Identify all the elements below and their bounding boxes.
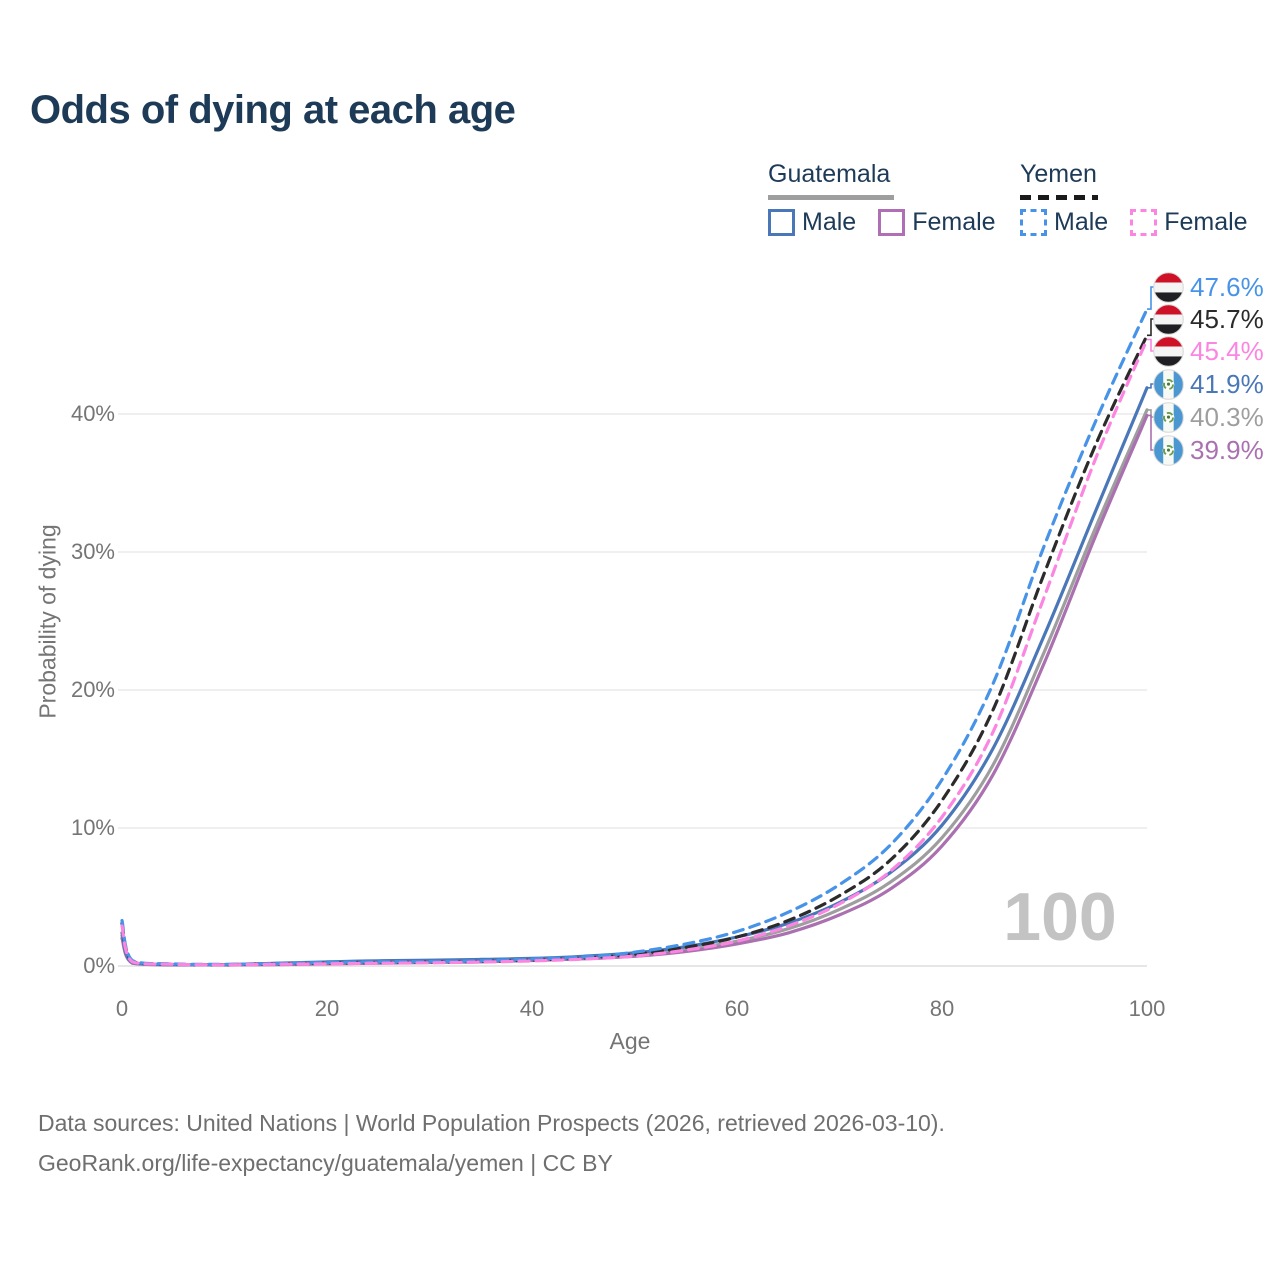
- end-label-value: 41.9%: [1190, 368, 1264, 399]
- guatemala-flag-icon: [1153, 434, 1184, 466]
- series-line-yemen-combined[interactable]: [120, 333, 1149, 967]
- y-tick-label: 0%: [83, 953, 115, 978]
- end-label-connector: [1147, 318, 1155, 337]
- yemen-flag-icon: [1153, 335, 1184, 367]
- legend-item-label: Male: [802, 208, 857, 236]
- x-tick-label: 60: [724, 996, 750, 1021]
- x-axis-title: Age: [609, 1028, 651, 1054]
- end-label-connector: [1147, 414, 1155, 451]
- x-tick-label: 100: [1128, 996, 1166, 1021]
- end-label-guatemala-combined[interactable]: 40.3%: [1153, 401, 1264, 433]
- end-label-connector: [1147, 338, 1155, 352]
- guatemala-flag-icon: [1153, 401, 1184, 433]
- legend-group-yemen: Yemen Male Female: [1020, 160, 1248, 237]
- age-counter: 100: [1003, 879, 1117, 955]
- legend-group-guatemala: Guatemala Male Female: [768, 160, 996, 237]
- legend-item-yemen-male[interactable]: Male: [1020, 208, 1108, 237]
- x-tick-label: 40: [519, 996, 545, 1021]
- y-tick-label: 20%: [70, 677, 115, 702]
- end-label-yemen-female[interactable]: 45.4%: [1153, 335, 1264, 367]
- y-tick-label: 40%: [70, 401, 115, 426]
- legend-item-guatemala-male[interactable]: Male: [768, 208, 856, 237]
- legend-country-yemen[interactable]: Yemen: [1020, 160, 1097, 188]
- x-tick-label: 80: [929, 996, 955, 1021]
- guatemala-flag-icon: [1153, 368, 1184, 400]
- legend-swatch: [878, 209, 906, 236]
- footer-sources: Data sources: United Nations | World Pop…: [38, 1110, 945, 1136]
- yemen-flag-icon: [1153, 271, 1184, 303]
- end-label-value: 40.3%: [1190, 401, 1264, 432]
- end-label-value: 39.9%: [1190, 434, 1264, 465]
- legend-item-guatemala-female[interactable]: Female: [878, 208, 996, 237]
- series-line-yemen-male[interactable]: [120, 307, 1149, 967]
- end-label-connector: [1147, 286, 1155, 310]
- legend-item-yemen-female[interactable]: Female: [1130, 208, 1248, 237]
- x-tick-label: 0: [115, 996, 129, 1021]
- x-tick-label: 20: [314, 996, 340, 1021]
- legend-swatch: [1130, 209, 1158, 236]
- end-label-value: 45.7%: [1190, 303, 1264, 334]
- y-tick-label: 30%: [70, 539, 115, 564]
- legend-linestyle-sample: [1020, 195, 1098, 200]
- y-tick-label: 10%: [70, 815, 115, 840]
- end-label-guatemala-male[interactable]: 41.9%: [1153, 368, 1264, 400]
- footer-attribution: GeoRank.org/life-expectancy/guatemala/ye…: [38, 1150, 613, 1176]
- legend-country-guatemala[interactable]: Guatemala: [768, 160, 891, 188]
- end-label-value: 45.4%: [1190, 335, 1264, 366]
- legend-linestyle-sample: [768, 195, 894, 200]
- series-line-yemen-female[interactable]: [120, 337, 1149, 967]
- end-label-connector: [1147, 383, 1155, 389]
- end-label-value: 47.6%: [1190, 271, 1264, 302]
- legend-swatch: [768, 209, 795, 236]
- yemen-flag-icon: [1153, 303, 1184, 335]
- legend-swatch: [1020, 209, 1047, 236]
- end-label-guatemala-female[interactable]: 39.9%: [1153, 434, 1264, 466]
- chart-title: Odds of dying at each age: [30, 88, 516, 132]
- legend-item-label: Male: [1054, 208, 1109, 236]
- end-label-yemen-male[interactable]: 47.6%: [1153, 271, 1264, 303]
- legend-item-label: Female: [912, 208, 996, 236]
- legend-item-label: Female: [1164, 208, 1248, 236]
- end-label-connector: [1147, 409, 1155, 418]
- end-label-yemen-combined[interactable]: 45.7%: [1153, 303, 1264, 335]
